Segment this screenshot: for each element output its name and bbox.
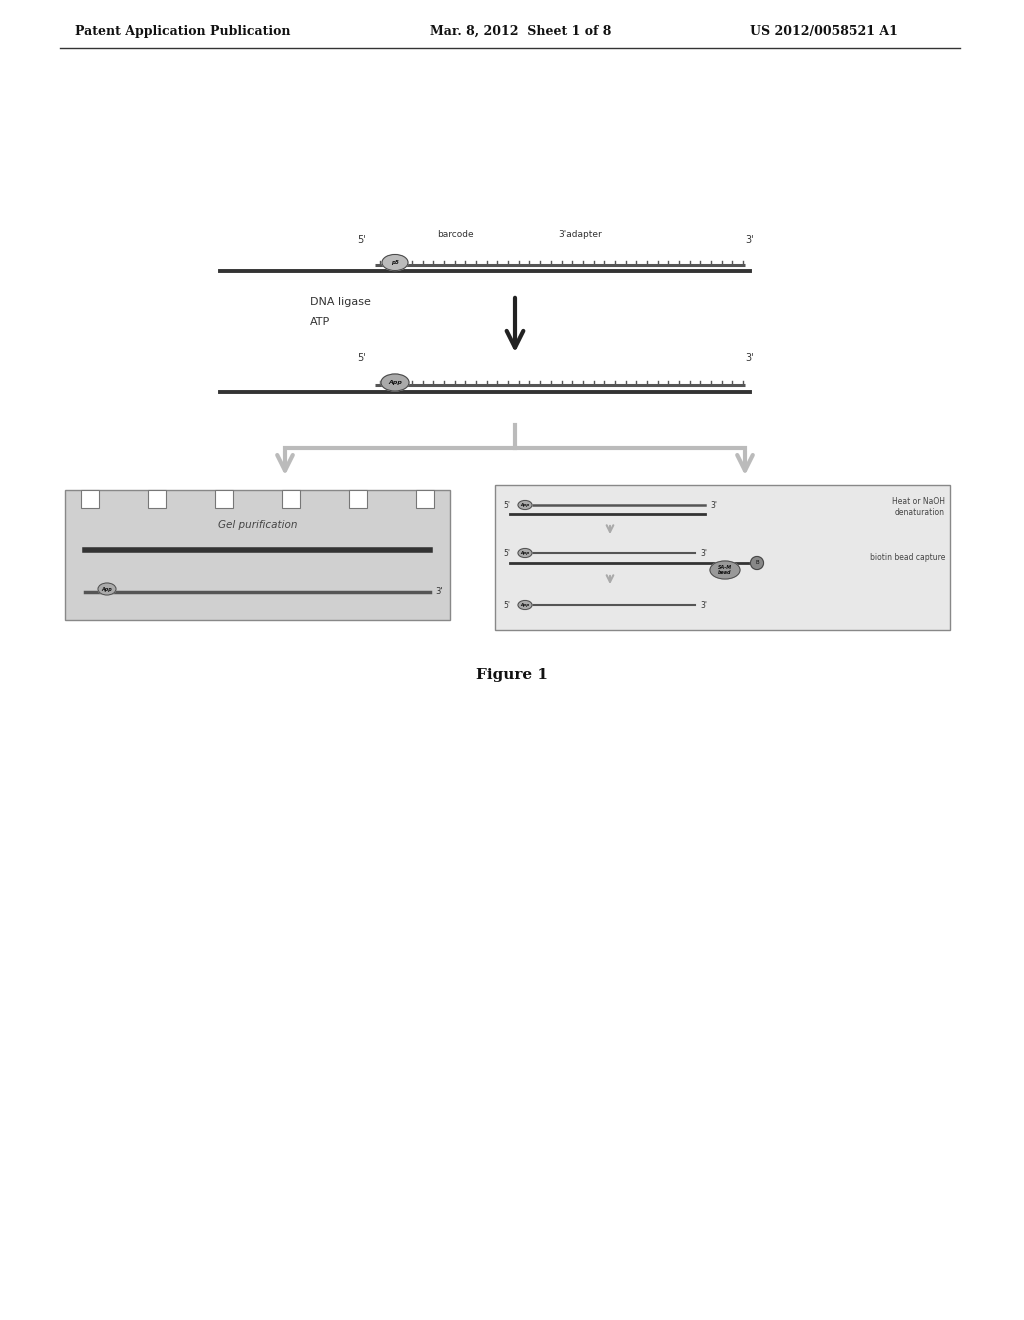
Text: 3': 3' — [710, 500, 717, 510]
Text: ATP: ATP — [310, 317, 331, 327]
Ellipse shape — [710, 561, 740, 579]
Text: p5: p5 — [391, 260, 399, 265]
FancyBboxPatch shape — [65, 490, 450, 620]
Text: DNA ligase: DNA ligase — [310, 297, 371, 308]
Text: 5': 5' — [503, 500, 510, 510]
Text: 5': 5' — [503, 549, 510, 557]
Text: SA-M
bead: SA-M bead — [718, 565, 732, 576]
Text: 3'adapter: 3'adapter — [558, 230, 602, 239]
Text: barcode: barcode — [436, 230, 473, 239]
Text: App: App — [520, 550, 529, 554]
Text: App: App — [520, 503, 529, 507]
Text: 3': 3' — [745, 352, 755, 363]
Text: 3': 3' — [435, 587, 442, 597]
FancyBboxPatch shape — [495, 484, 950, 630]
Text: Patent Application Publication: Patent Application Publication — [75, 25, 291, 38]
Text: App: App — [388, 380, 402, 385]
Circle shape — [751, 557, 764, 569]
Bar — [416, 490, 434, 508]
Bar — [282, 490, 300, 508]
Ellipse shape — [518, 601, 532, 610]
Text: Figure 1: Figure 1 — [476, 668, 548, 682]
Text: App: App — [520, 603, 529, 607]
Text: biotin bead capture: biotin bead capture — [869, 553, 945, 562]
Ellipse shape — [518, 500, 532, 510]
Text: 3': 3' — [700, 549, 707, 557]
Bar — [215, 490, 233, 508]
Text: 3': 3' — [745, 235, 755, 246]
Bar — [349, 490, 367, 508]
Ellipse shape — [518, 549, 532, 557]
Ellipse shape — [98, 583, 116, 595]
Text: App: App — [101, 586, 113, 591]
Text: B: B — [755, 561, 759, 565]
Ellipse shape — [381, 374, 409, 391]
Text: 5': 5' — [357, 235, 367, 246]
Text: 5': 5' — [503, 601, 510, 610]
Text: Mar. 8, 2012  Sheet 1 of 8: Mar. 8, 2012 Sheet 1 of 8 — [430, 25, 611, 38]
Bar — [148, 490, 166, 508]
Text: 3': 3' — [700, 601, 707, 610]
Text: Gel purification: Gel purification — [218, 520, 297, 531]
Text: 5': 5' — [357, 352, 367, 363]
Text: US 2012/0058521 A1: US 2012/0058521 A1 — [750, 25, 898, 38]
Text: Heat or NaOH
denaturation: Heat or NaOH denaturation — [892, 498, 945, 516]
Bar — [81, 490, 99, 508]
Ellipse shape — [382, 255, 408, 271]
